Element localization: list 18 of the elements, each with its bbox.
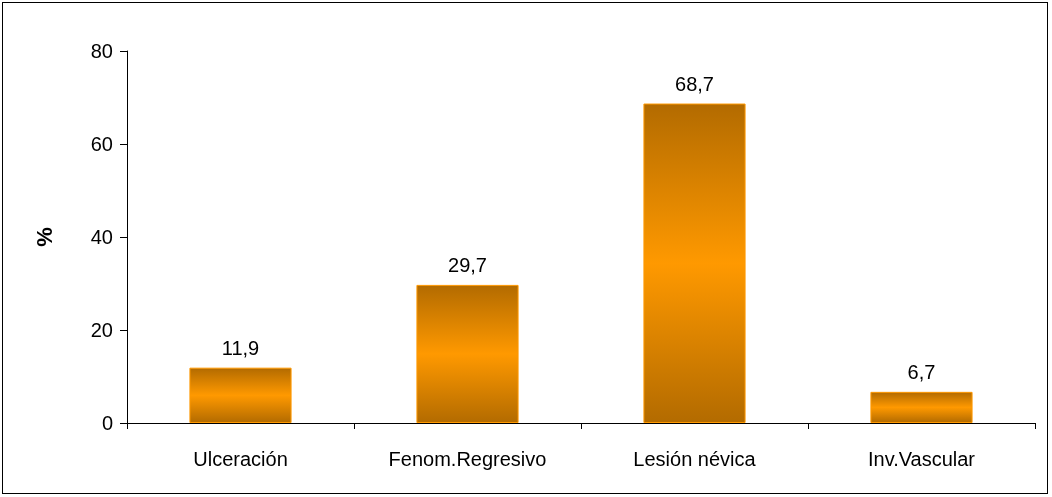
data-label: 11,9	[221, 336, 260, 359]
y-axis-title: %	[31, 227, 57, 247]
bar	[870, 391, 973, 423]
y-tick-label: 0	[101, 412, 113, 434]
y-tick-label: 40	[90, 226, 113, 248]
x-tick-label: Lesión névica	[633, 448, 757, 470]
x-tick-label: Inv.Vascular	[867, 448, 976, 470]
y-tick-label: 60	[90, 133, 113, 155]
bar	[643, 103, 746, 423]
x-tick-label: Ulceración	[193, 448, 288, 470]
data-label: 6,7	[907, 360, 936, 383]
bar	[416, 284, 519, 423]
y-tick-label: 80	[90, 40, 113, 62]
bar	[189, 367, 292, 423]
data-label: 68,7	[675, 72, 714, 95]
data-label: 29,7	[448, 253, 487, 276]
x-tick-label: Fenom.Regresivo	[388, 448, 547, 470]
y-tick-label: 20	[90, 319, 113, 341]
